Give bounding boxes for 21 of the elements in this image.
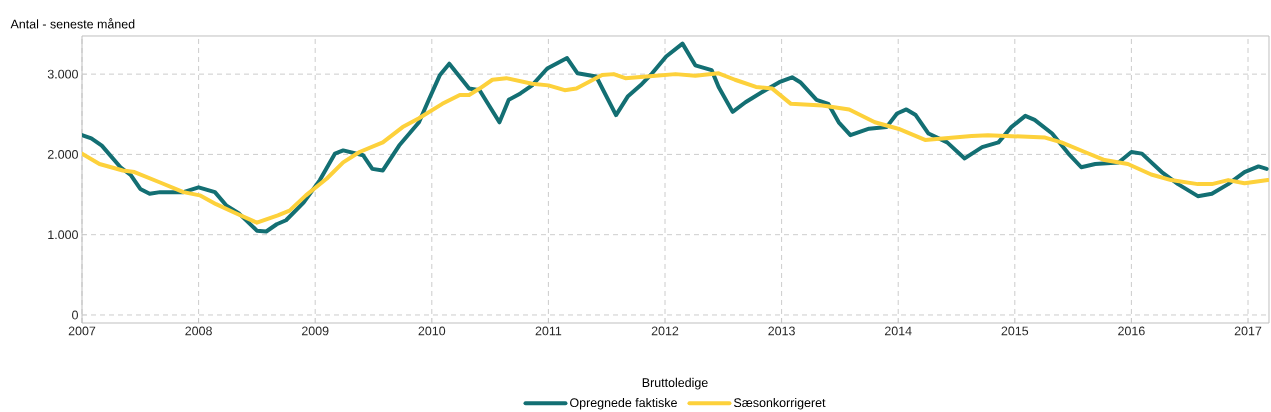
y-tick-label: 3.000 [47, 69, 78, 79]
y-tick-label: 1.000 [48, 230, 78, 240]
x-tick-label: 2011 [535, 326, 562, 336]
y-tick-label: 0 [72, 310, 78, 320]
x-tick-label: 2013 [768, 326, 795, 336]
x-tick-label: 2010 [418, 326, 446, 336]
x-tick-label: 2008 [185, 326, 212, 336]
line-series [82, 71, 1269, 225]
legend-label: Opregnede faktiske [570, 397, 677, 410]
x-tick-label: 2015 [1001, 326, 1029, 336]
line-series [82, 41, 1269, 234]
legend-title: Bruttoledige [642, 377, 708, 390]
x-tick-label: 2016 [1118, 326, 1145, 336]
x-tick-label: 2012 [651, 326, 679, 336]
x-tick-label: 2009 [301, 326, 329, 336]
x-tick-label: 2007 [68, 326, 96, 336]
x-tick-label: 2017 [1234, 326, 1262, 336]
y-tick-label: 2.000 [47, 150, 78, 159]
legend-label: Sæsonkorrigeret [734, 397, 826, 410]
y-axis-title: Antal - seneste måned [10, 18, 135, 29]
x-tick-label: 2014 [884, 326, 912, 336]
